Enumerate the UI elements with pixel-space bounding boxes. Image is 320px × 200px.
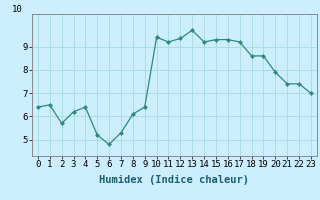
- X-axis label: Humidex (Indice chaleur): Humidex (Indice chaleur): [100, 175, 249, 185]
- Text: 10: 10: [12, 5, 23, 14]
